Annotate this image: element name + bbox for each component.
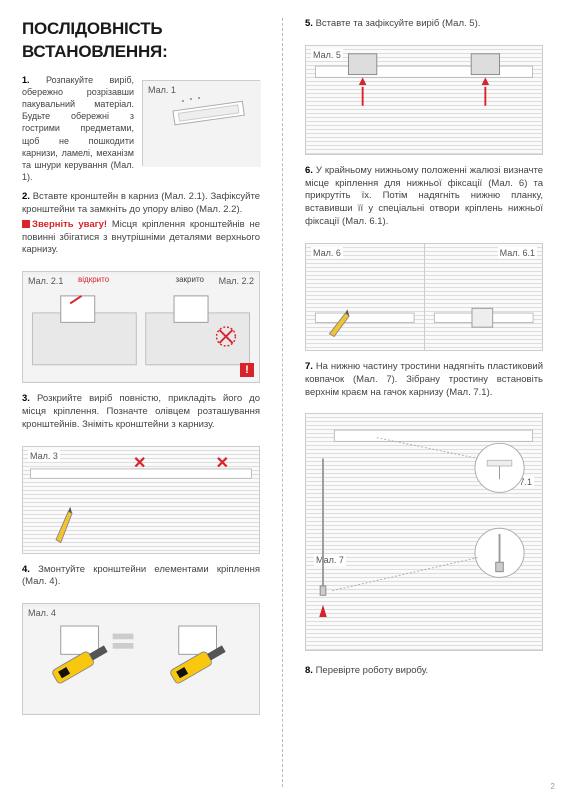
step-8-num: 8. [305,665,313,676]
fig4-illustration [23,604,259,716]
step-4-num: 4. [22,564,30,575]
figure-7: Мал. 7 Мал. 7.1 [305,413,543,651]
figure-5: Мал. 5 [305,45,543,155]
closed-label: закрито [175,275,204,286]
figure-2: Мал. 2.1 Мал. 2.2 відкрито закрито ! [22,271,260,383]
step-2-text: Вставте кронштейн в карниз (Мал. 2.1). З… [22,191,260,215]
left-column: ПОСЛІДОВНІСТЬ ВСТАНОВЛЕННЯ: 1. Розпакуйт… [22,18,260,787]
figure-4: Мал. 4 [22,603,260,715]
step-4-text: Змонтуйте кронштейни елементами кріпленн… [22,564,260,588]
step-3-num: 3. [22,393,30,404]
right-column: 5. Вставте та зафіксуйте виріб (Мал. 5).… [305,18,543,787]
figure-21-label: Мал. 2.1 [28,275,63,287]
step-6-num: 6. [305,165,313,176]
step-1-text: Розпакуйте виріб, обережно розрізавши па… [22,75,134,182]
step-5: 5. Вставте та зафіксуйте виріб (Мал. 5). [305,18,543,31]
step-7: 7. На нижню частину тростини надягніть п… [305,361,543,399]
open-label: відкрито [78,275,109,286]
step-6-text: У крайньому нижньому положенні жалюзі ви… [305,165,543,227]
figure-3: Мал. 3 ✕ ✕ [22,446,260,554]
step-2-num: 2. [22,191,30,202]
step-6: 6. У крайньому нижньому положенні жалюзі… [305,165,543,229]
figure-1: Мал. 1 [142,80,260,166]
fig7-illustration [306,414,542,652]
figure-1-label: Мал. 1 [148,84,176,96]
step-2-warn-label: Зверніть увагу! [32,219,107,230]
step-8-text: Перевірте роботу виробу. [316,665,429,676]
step-4: 4. Змонтуйте кронштейни елементами кріпл… [22,564,260,590]
figure-4-label: Мал. 4 [28,607,56,619]
fig5-illustration [306,46,542,156]
step-2: 2. Вставте кронштейн в карниз (Мал. 2.1)… [22,191,260,257]
step-8: 8. Перевірте роботу виробу. [305,665,543,678]
fig2-illustration [23,272,259,384]
figure-6: Мал. 6 Мал. 6.1 [305,243,543,351]
step-3: 3. Розкрийте виріб повністю, прикладіть … [22,393,260,431]
step-3-text: Розкрийте виріб повністю, прикладіть йог… [22,393,260,430]
fig61-illustration [425,244,543,352]
step-7-text: На нижню частину тростини надягніть плас… [305,361,543,398]
step-5-num: 5. [305,18,313,29]
step-1: 1. Розпакуйте виріб, обережно розрізавши… [22,74,260,183]
step-1-num: 1. [22,75,30,85]
figure-22-label: Мал. 2.2 [219,275,254,287]
page-title: ПОСЛІДОВНІСТЬ ВСТАНОВЛЕННЯ: [22,18,260,64]
fig6-illustration [306,244,424,352]
page-number: 2 [551,782,555,793]
column-divider [282,18,283,787]
fig3-illustration [23,447,259,555]
warning-square: ! [240,363,254,377]
step-7-num: 7. [305,361,313,372]
step-5-text: Вставте та зафіксуйте виріб (Мал. 5). [316,18,481,29]
warning-icon [22,220,30,228]
